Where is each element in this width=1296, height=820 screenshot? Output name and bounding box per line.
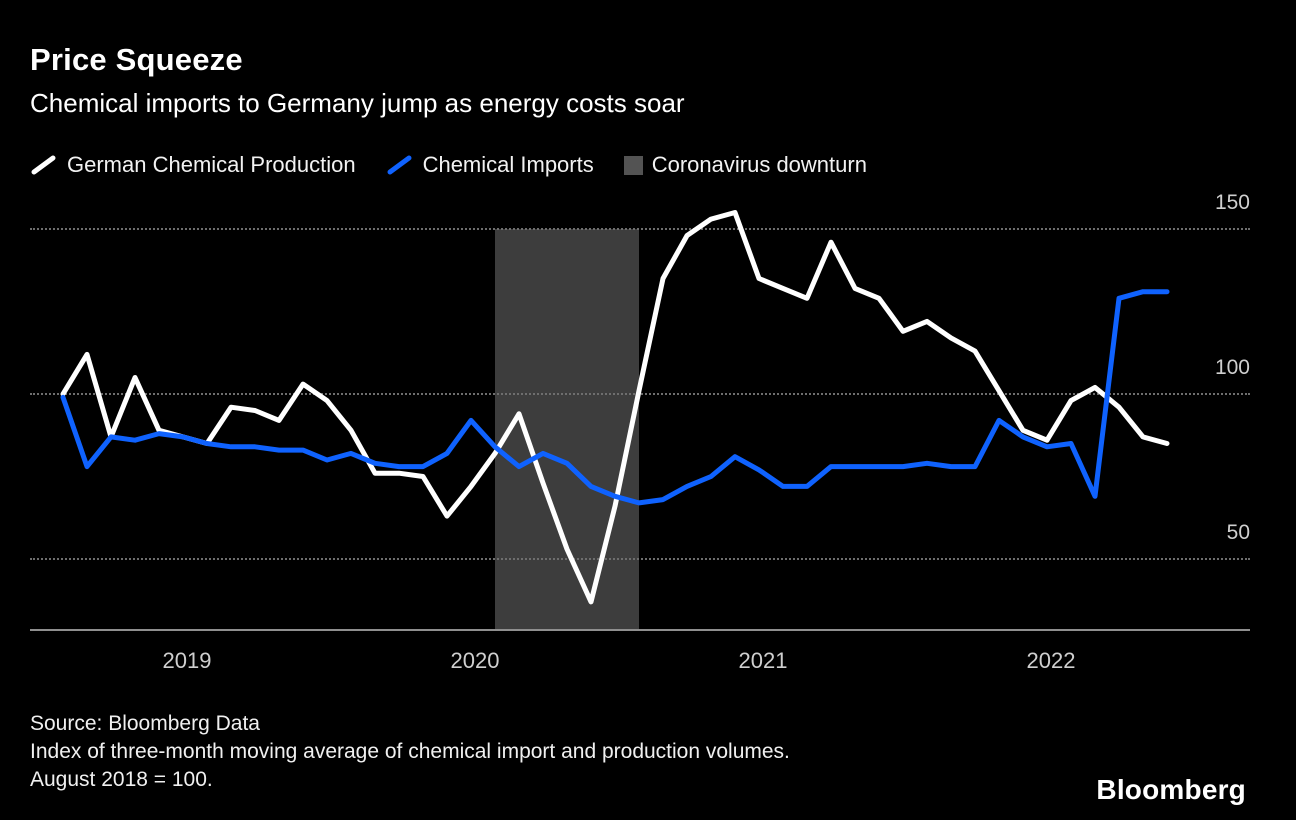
x-tick-label-2022: 2022 bbox=[1026, 648, 1076, 673]
coronavirus-box-icon bbox=[623, 155, 643, 175]
source-note: Source: Bloomberg Data bbox=[30, 712, 260, 735]
x-axis-line bbox=[30, 629, 1250, 631]
y-tick-label-100: 100 bbox=[1214, 356, 1250, 379]
gridline-50 bbox=[30, 558, 1250, 560]
bloomberg-logo: Bloomberg bbox=[1096, 774, 1246, 805]
legend: German Chemical Production Chemical Impo… bbox=[30, 152, 867, 178]
legend-item-production: German Chemical Production bbox=[30, 152, 356, 178]
methodology-note: Index of three-month moving average of c… bbox=[30, 740, 790, 763]
production-line-icon bbox=[31, 155, 56, 175]
imports-line-icon bbox=[387, 155, 412, 175]
x-tick-label-2019: 2019 bbox=[162, 648, 212, 673]
x-tick-label-2021: 2021 bbox=[738, 648, 788, 673]
coronavirus-band bbox=[495, 229, 639, 630]
legend-item-coronavirus: Coronavirus downturn bbox=[623, 152, 867, 178]
y-tick-label-50: 50 bbox=[1226, 521, 1250, 544]
legend-item-imports: Chemical Imports bbox=[386, 152, 594, 178]
page-title: Price Squeeze bbox=[30, 42, 243, 77]
legend-label-imports: Chemical Imports bbox=[422, 152, 594, 177]
legend-label-coronavirus: Coronavirus downturn bbox=[651, 152, 867, 177]
legend-label-production: German Chemical Production bbox=[67, 152, 356, 177]
x-tick-label-2020: 2020 bbox=[450, 648, 500, 673]
gridline-150 bbox=[30, 228, 1250, 230]
gridline-100 bbox=[30, 393, 1250, 395]
page-subtitle: Chemical imports to Germany jump as ener… bbox=[30, 88, 685, 118]
footer: Source: Bloomberg Data Index of three-mo… bbox=[30, 710, 790, 794]
y-tick-label-150: 150 bbox=[1214, 191, 1250, 214]
baseline-note: August 2018 = 100. bbox=[30, 768, 213, 791]
